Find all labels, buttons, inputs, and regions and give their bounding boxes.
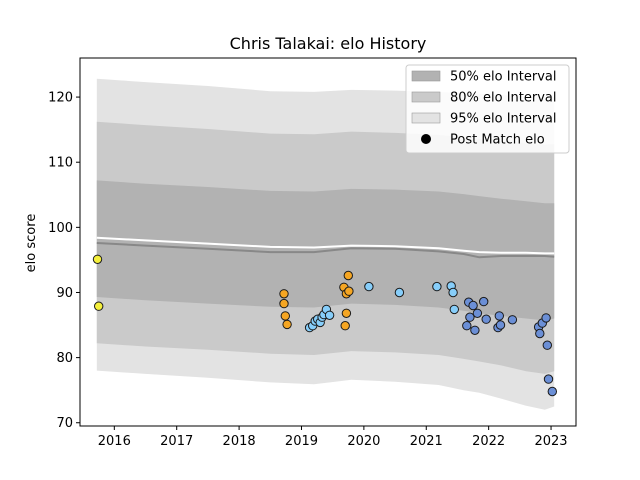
data-point-s3-9 <box>494 311 504 321</box>
data-point-s3-11 <box>507 315 518 325</box>
data-point-s3-7 <box>481 314 491 324</box>
legend-label-1: 80% elo Interval <box>450 91 557 106</box>
post-match-points <box>92 254 557 397</box>
data-point-s1-2 <box>280 311 290 321</box>
y-axis-label: elo score <box>24 214 39 273</box>
legend-label-0: 50% elo Interval <box>450 70 557 85</box>
elo-lines <box>96 236 555 259</box>
data-point-s3-5 <box>472 308 483 318</box>
legend: 50% elo Interval 80% elo Interval 95% elo … <box>405 64 570 154</box>
y-tick-label-0: 70 <box>56 416 73 431</box>
data-point-s1-6 <box>341 308 352 318</box>
y-tick-label-2: 90 <box>56 286 73 301</box>
data-point-s3-6 <box>479 296 489 307</box>
mean-elo-line <box>96 236 555 255</box>
x-tick-label-2: 2018 <box>223 434 256 449</box>
legend-swatch-1 <box>411 91 441 103</box>
x-axis: 2016 2017 2018 2019 2020 2021 2022 2023 <box>98 426 568 449</box>
axes-frame <box>79 57 577 427</box>
data-point-s0-0 <box>92 254 103 264</box>
data-point-s2-13 <box>448 287 458 298</box>
data-point-s3-16 <box>542 340 552 350</box>
data-point-s3-4 <box>470 325 480 335</box>
data-point-s1-7 <box>340 321 350 331</box>
data-point-s2-9 <box>364 281 374 292</box>
x-tick-label-5: 2021 <box>410 434 443 449</box>
legend-box <box>405 64 570 154</box>
legend-swatch-0 <box>411 70 441 82</box>
data-point-s0-1 <box>94 301 104 311</box>
data-point-s3-13 <box>535 328 545 339</box>
data-point-s2-11 <box>432 281 442 292</box>
median-elo-line <box>96 242 555 259</box>
data-point-s1-8 <box>343 270 353 281</box>
x-tick-label-7: 2023 <box>534 434 567 449</box>
plot-area <box>92 78 557 410</box>
legend-swatch-2 <box>411 112 441 124</box>
data-point-s1-9 <box>344 286 354 296</box>
data-point-s3-15 <box>541 313 551 323</box>
data-point-s3-10 <box>495 320 506 330</box>
data-point-s3-17 <box>543 374 554 384</box>
x-tick-label-1: 2017 <box>160 434 193 449</box>
data-point-s2-8 <box>324 310 335 320</box>
x-tick-label-3: 2019 <box>285 434 318 449</box>
x-tick-label-4: 2020 <box>347 434 380 449</box>
y-tick-label-5: 120 <box>48 91 73 106</box>
x-tick-label-6: 2022 <box>472 434 505 449</box>
legend-label-2: 95% elo Interval <box>450 112 557 127</box>
y-tick-label-3: 100 <box>48 221 73 236</box>
data-point-s3-2 <box>465 312 475 322</box>
legend-marker-3 <box>421 134 431 144</box>
data-point-s3-0 <box>462 321 472 331</box>
data-point-s1-3 <box>282 319 292 330</box>
chart-title: Chris Talakai: elo History <box>230 34 427 53</box>
x-tick-label-0: 2016 <box>98 434 131 449</box>
data-point-s1-1 <box>279 298 289 309</box>
y-tick-label-4: 110 <box>48 156 73 171</box>
legend-label-3: Post Match elo <box>450 133 545 148</box>
y-tick-label-1: 80 <box>56 351 73 366</box>
data-point-s3-3 <box>468 300 478 311</box>
data-point-s1-0 <box>279 289 289 299</box>
data-point-s2-10 <box>394 287 405 298</box>
y-axis: 70 80 90 100 110 120 <box>48 91 80 431</box>
data-point-s3-18 <box>547 386 557 397</box>
data-point-s2-14 <box>449 304 459 315</box>
